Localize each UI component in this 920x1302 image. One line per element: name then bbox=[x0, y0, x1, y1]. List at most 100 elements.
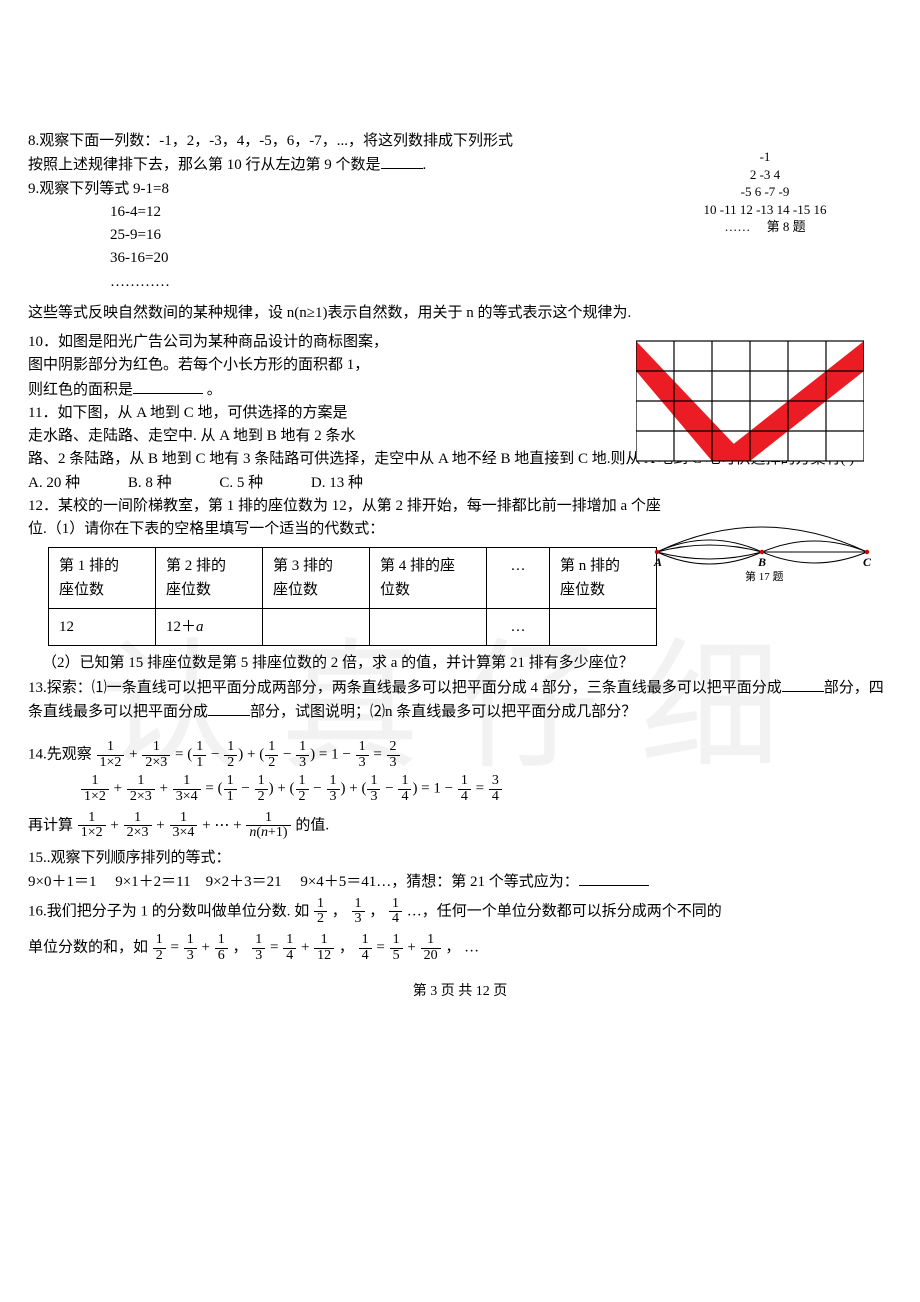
frac: 14 bbox=[283, 933, 296, 963]
frac: 12 bbox=[224, 740, 237, 770]
tri-row-3: -5 6 -7 -9 bbox=[660, 183, 870, 201]
q16-l1b: …，任何一个单位分数都可以拆分成两个不同的 bbox=[407, 903, 722, 919]
footer-b: 页 共 bbox=[437, 984, 476, 999]
q16-line2: 单位分数的和，如 12 = 13 + 16 ， 13 = 14 + 112 ， … bbox=[28, 933, 892, 963]
frac: 12 bbox=[255, 774, 268, 804]
q15-eqs: 9×0＋1＝1 9×1＋2＝11 9×2＋3＝21 9×4＋5＝41…，猜想：第… bbox=[28, 874, 579, 890]
q14-line2: 11×2 + 12×3 + 13×4 = (11 − 12) + (12 − 1… bbox=[80, 774, 892, 804]
frac: 13 bbox=[367, 774, 380, 804]
frac: 23 bbox=[387, 740, 400, 770]
q14-line3: 再计算 11×2 + 12×3 + 13×4 + ⋯ + 1n(n+1) 的值. bbox=[28, 811, 892, 841]
routes-figure: A B C 第 17 题 bbox=[649, 510, 874, 590]
q14-line1: 14.先观察 11×2 + 12×3 = (11 − 12) + (12 − 1… bbox=[28, 740, 892, 770]
frac: 13×4 bbox=[170, 811, 198, 841]
page-footer: 第 3 页 共 12 页 bbox=[28, 981, 892, 1003]
frac: 1n(n+1) bbox=[246, 811, 290, 841]
table-row: 第 1 排的座位数 第 2 排的座位数 第 3 排的座位数 第 4 排的座位数 … bbox=[49, 548, 657, 609]
frac: 12×3 bbox=[127, 774, 155, 804]
frac: 12 bbox=[314, 897, 327, 927]
frac: 11 bbox=[224, 774, 237, 804]
frac: 14 bbox=[389, 897, 402, 927]
q12-line1-text: 12．某校的一间阶梯教室，第 1 排的座位数为 12，从第 2 排开始，每一排都… bbox=[28, 498, 661, 537]
q10-line3-period: 。 bbox=[203, 382, 222, 398]
svg-text:第 17 题: 第 17 题 bbox=[745, 569, 784, 582]
q10-line3-text: 则红色的面积是 bbox=[28, 382, 133, 398]
tri-row-5: …… bbox=[724, 219, 750, 234]
q15-line2: 9×0＋1＝1 9×1＋2＝11 9×2＋3＝21 9×4＋5＝41…，猜想：第… bbox=[28, 870, 892, 894]
frac: 12 bbox=[296, 774, 309, 804]
td-1: 12 bbox=[49, 609, 156, 646]
th-5: … bbox=[487, 548, 550, 609]
frac: 12 bbox=[265, 740, 278, 770]
q8-line2-text: 按照上述规律排下去，那么第 10 行从左边第 9 个数是 bbox=[28, 157, 381, 173]
frac: 14 bbox=[398, 774, 411, 804]
q16-l1a: 16.我们把分子为 1 的分数叫做单位分数. 如 bbox=[28, 903, 309, 919]
frac: 120 bbox=[421, 933, 441, 963]
frac: 11×2 bbox=[97, 740, 125, 770]
q9-eq-4: ………… bbox=[28, 271, 892, 294]
q15-line1: 15..观察下列顺序排列的等式： bbox=[28, 847, 892, 870]
tri-row-4: 10 -11 12 -13 14 -15 16 bbox=[660, 201, 870, 219]
frac: 11×2 bbox=[78, 811, 106, 841]
svg-text:A: A bbox=[653, 555, 662, 569]
q8-triangle-figure: -1 2 -3 4 -5 6 -7 -9 10 -11 12 -13 14 -1… bbox=[660, 148, 870, 236]
q11-options: A. 20 种 B. 8 种 C. 5 种 D. 13 种 bbox=[28, 472, 892, 495]
frac: 13 bbox=[356, 740, 369, 770]
frac: 13×4 bbox=[173, 774, 201, 804]
frac: 14 bbox=[359, 933, 372, 963]
q11-opt-b: B. 8 种 bbox=[128, 472, 172, 495]
th-4: 第 4 排的座位数 bbox=[370, 548, 487, 609]
q14-head: 14.先观察 bbox=[28, 747, 92, 763]
footer-total: 12 bbox=[476, 984, 490, 999]
th-1: 第 1 排的座位数 bbox=[49, 548, 156, 609]
frac: 16 bbox=[215, 933, 228, 963]
q13-a: 13.探索：⑴一条直线可以把平面分成两部分，两条直线最多可以把平面分成 4 部分… bbox=[28, 680, 782, 696]
q16-line1: 16.我们把分子为 1 的分数叫做单位分数. 如 12 ， 13 ， 14 …，… bbox=[28, 897, 892, 927]
q13-blank2 bbox=[208, 700, 250, 716]
q14-tail-a: 再计算 bbox=[28, 817, 73, 833]
frac: 13 bbox=[296, 740, 309, 770]
td-6 bbox=[550, 609, 657, 646]
th-2: 第 2 排的座位数 bbox=[156, 548, 263, 609]
tri-row-2: 2 -3 4 bbox=[660, 166, 870, 184]
frac: 13 bbox=[352, 897, 365, 927]
q12-line2: （2）已知第 15 排座位数是第 5 排座位数的 2 倍，求 a 的值，并计算第… bbox=[28, 652, 892, 675]
frac: 12×3 bbox=[142, 740, 170, 770]
q10-logo-figure bbox=[636, 340, 864, 470]
q11-opt-c: C. 5 种 bbox=[219, 472, 263, 495]
th-6: 第 n 排的座位数 bbox=[550, 548, 657, 609]
td-5: … bbox=[487, 609, 550, 646]
td-4 bbox=[370, 609, 487, 646]
q13-c: 部分，试图说明；⑵n 条直线最多可以把平面分成几部分？ bbox=[250, 704, 636, 720]
th-3: 第 3 排的座位数 bbox=[263, 548, 370, 609]
q11-opt-d: D. 13 种 bbox=[311, 472, 363, 495]
q13-blank1 bbox=[782, 676, 824, 692]
frac: 12 bbox=[153, 933, 166, 963]
q8-line2-period: . bbox=[423, 157, 427, 173]
table-row: 12 12＋a … bbox=[49, 609, 657, 646]
frac: 11 bbox=[193, 740, 206, 770]
q14-tail-b: 的值. bbox=[295, 817, 329, 833]
q10-blank bbox=[133, 378, 203, 394]
frac: 15 bbox=[390, 933, 403, 963]
frac: 112 bbox=[314, 933, 334, 963]
q8-blank bbox=[381, 153, 423, 169]
footer-a: 第 bbox=[413, 984, 431, 999]
frac: 13 bbox=[252, 933, 265, 963]
frac: 14 bbox=[458, 774, 471, 804]
frac: 34 bbox=[489, 774, 502, 804]
q9-tail: 这些等式反映自然数间的某种规律，设 n(n≥1)表示自然数，用关于 n 的等式表… bbox=[28, 302, 892, 325]
footer-c: 页 bbox=[490, 984, 508, 999]
q12-table: 第 1 排的座位数 第 2 排的座位数 第 3 排的座位数 第 4 排的座位数 … bbox=[48, 547, 657, 646]
q9-eq-3: 36-16=20 bbox=[28, 247, 892, 270]
frac: 13 bbox=[184, 933, 197, 963]
q13: 13.探索：⑴一条直线可以把平面分成两部分，两条直线最多可以把平面分成 4 部分… bbox=[28, 676, 892, 725]
q11-opt-a: A. 20 种 bbox=[28, 472, 80, 495]
td-3 bbox=[263, 609, 370, 646]
svg-text:B: B bbox=[757, 555, 766, 569]
q16-l2a: 单位分数的和，如 bbox=[28, 940, 148, 956]
tri-row-1: -1 bbox=[660, 148, 870, 166]
svg-text:C: C bbox=[863, 555, 872, 569]
td-2: 12＋a bbox=[156, 609, 263, 646]
frac: 13 bbox=[327, 774, 340, 804]
